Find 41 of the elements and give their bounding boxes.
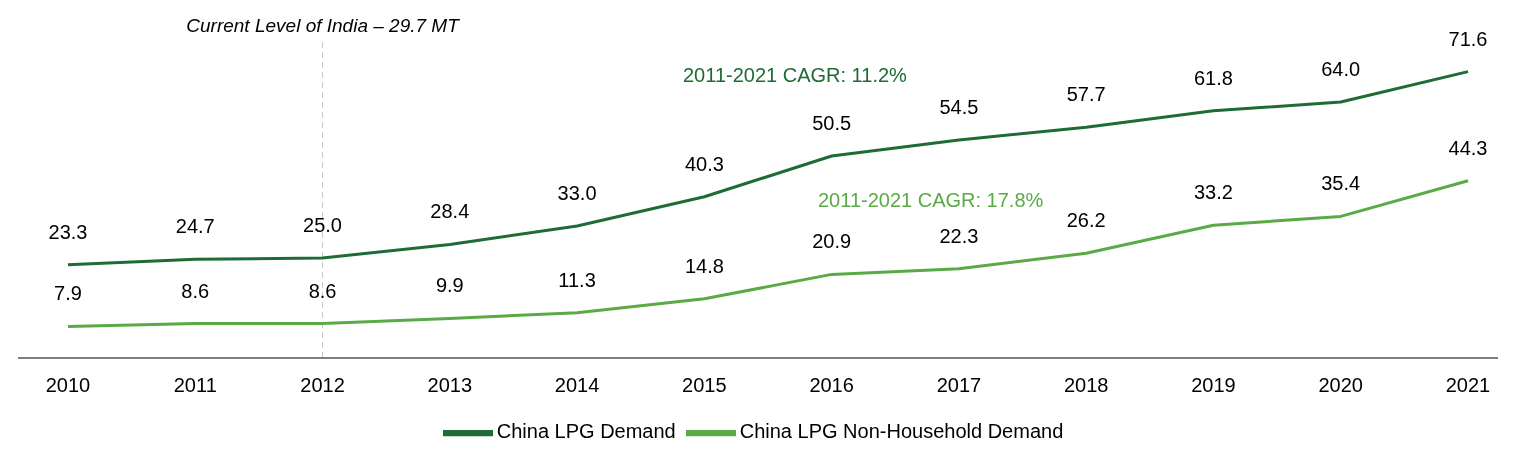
data-label: 20.9 — [812, 230, 852, 253]
data-label: 64.0 — [1321, 58, 1361, 80]
ref-line-label: Current Level of India – 29.7 MT — [186, 15, 461, 36]
legend-label: China LPG Demand — [496, 420, 676, 443]
x-tick-label: 2020 — [1318, 374, 1363, 397]
data-label: 33.0 — [557, 182, 597, 204]
x-tick-label: 2011 — [173, 374, 217, 397]
data-label: 8.6 — [181, 279, 210, 302]
data-label: 71.6 — [1448, 27, 1488, 50]
annotation: 2011-2021 CAGR: 11.2% — [683, 64, 907, 87]
annotation: 2011-2021 CAGR: 17.8% — [818, 189, 1044, 212]
x-tick-label: 2017 — [936, 374, 982, 397]
x-tick-label: 2021 — [1445, 374, 1491, 397]
x-tick-label: 2013 — [427, 374, 473, 397]
data-label: 11.3 — [558, 268, 596, 291]
x-tick-label: 2012 — [300, 374, 345, 397]
data-label: 25.0 — [303, 214, 343, 236]
data-label: 44.3 — [1448, 136, 1488, 159]
data-label: 50.5 — [812, 112, 852, 134]
x-tick-label: 2010 — [45, 374, 91, 397]
data-label: 57.7 — [1066, 83, 1106, 106]
data-label: 61.8 — [1193, 66, 1233, 89]
data-label: 7.9 — [54, 282, 82, 305]
x-tick-label: 2019 — [1191, 374, 1236, 397]
data-label: 8.6 — [308, 279, 337, 302]
data-label: 9.9 — [435, 274, 464, 297]
data-label: 35.4 — [1321, 172, 1361, 195]
data-label: 28.4 — [430, 200, 470, 223]
data-label: 24.7 — [175, 215, 215, 238]
data-label: 22.3 — [939, 224, 979, 247]
x-tick-label: 2016 — [809, 374, 854, 397]
data-label: 14.8 — [684, 254, 724, 277]
data-label: 40.3 — [684, 152, 724, 175]
data-label: 23.3 — [48, 220, 88, 243]
x-tick-label: 2014 — [554, 374, 600, 397]
legend-label: China LPG Non-Household Demand — [739, 420, 1064, 443]
x-tick-label: 2018 — [1063, 374, 1109, 397]
data-label: 33.2 — [1193, 181, 1233, 204]
x-tick-label: 2015 — [682, 374, 727, 397]
data-label: 26.2 — [1066, 209, 1106, 232]
data-label: 54.5 — [939, 96, 979, 118]
